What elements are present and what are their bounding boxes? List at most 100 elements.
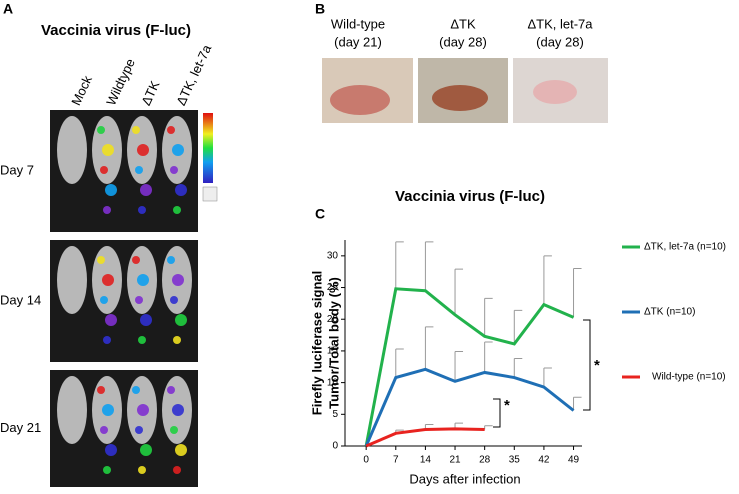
series-line xyxy=(364,367,575,447)
signal xyxy=(167,256,175,264)
signal xyxy=(172,274,184,286)
signal xyxy=(172,404,184,416)
legend-label: Wild-type (n=10) xyxy=(652,372,726,383)
column-label: ΔTK xyxy=(138,78,162,108)
column-label: Mock xyxy=(68,73,95,108)
signal xyxy=(140,184,152,196)
photo-detail xyxy=(330,85,390,115)
signal xyxy=(170,296,178,304)
panel-label: C xyxy=(315,206,325,222)
x-tick-label: 14 xyxy=(420,455,432,466)
legend-label: ΔTK, let-7a (n=10) xyxy=(644,242,726,253)
chart-title: Vaccinia virus (F-luc) xyxy=(395,188,545,205)
error-bar xyxy=(424,326,434,370)
annotation: * xyxy=(504,397,510,414)
signal xyxy=(170,166,178,174)
error-bar xyxy=(424,241,434,291)
significance-bracket xyxy=(493,398,501,428)
signal xyxy=(105,314,117,326)
error-bar xyxy=(454,351,464,382)
signal xyxy=(170,426,178,434)
row-label: Day 21 xyxy=(0,420,41,435)
photo-caption: (day 21) xyxy=(334,34,382,49)
error-bar xyxy=(513,358,523,378)
error-bar xyxy=(543,255,552,305)
error-bar xyxy=(543,367,552,388)
y-tick-label: 30 xyxy=(327,250,339,261)
photo-detail xyxy=(533,80,577,104)
x-tick-label: 28 xyxy=(479,455,491,466)
column-label: Wildtype xyxy=(103,56,138,108)
y-tick-label: 0 xyxy=(332,441,338,452)
x-tick-label: 42 xyxy=(538,455,550,466)
error-bar xyxy=(484,341,493,373)
signal xyxy=(132,126,140,134)
signal xyxy=(137,274,149,286)
photo-caption: (day 28) xyxy=(536,34,584,49)
signal xyxy=(173,336,181,344)
error-bar xyxy=(484,425,493,430)
photo-caption: ΔTK, let-7a xyxy=(527,16,593,31)
legend-label: ΔTK (n=10) xyxy=(644,307,695,318)
signal xyxy=(172,144,184,156)
signal xyxy=(175,314,187,326)
error-bar xyxy=(484,297,493,337)
signal xyxy=(105,444,117,456)
series-line xyxy=(365,427,485,448)
signal xyxy=(103,336,111,344)
signal xyxy=(105,184,117,196)
signal xyxy=(97,386,105,394)
error-bar xyxy=(573,396,582,411)
signal xyxy=(138,206,146,214)
error-bar xyxy=(454,268,464,315)
signal xyxy=(132,386,140,394)
signal xyxy=(135,166,143,174)
signal xyxy=(137,404,149,416)
y-axis-label: Firefly luciferase signal xyxy=(309,271,324,416)
imaging-photos xyxy=(50,110,198,487)
error-bar xyxy=(573,268,582,318)
scale-legend xyxy=(202,186,218,202)
signal xyxy=(102,274,114,286)
error-bar xyxy=(395,348,404,378)
signal xyxy=(102,404,114,416)
signal xyxy=(97,256,105,264)
y-tick-label: 5 xyxy=(332,409,338,420)
row-label: Day 14 xyxy=(0,292,41,307)
signal xyxy=(100,166,108,174)
x-tick-label: 7 xyxy=(393,455,399,466)
signal xyxy=(103,206,111,214)
signal xyxy=(97,126,105,134)
y-axis-label: Tumor/Total body (%) xyxy=(326,277,341,409)
signal xyxy=(132,256,140,264)
x-tick-label: 0 xyxy=(363,455,369,466)
annotation: * xyxy=(594,357,600,374)
signal xyxy=(175,444,187,456)
column-label: ΔTK, let-7a xyxy=(173,42,214,108)
x-tick-label: 35 xyxy=(509,455,521,466)
signal xyxy=(175,184,187,196)
significance-bracket xyxy=(583,319,591,411)
signal xyxy=(167,386,175,394)
signal xyxy=(103,466,111,474)
panel-label: A xyxy=(3,1,13,17)
x-axis-label: Days after infection xyxy=(409,471,520,486)
mouse xyxy=(57,116,87,184)
mouse-photos xyxy=(322,58,608,123)
y-tick-label: 10 xyxy=(327,377,339,388)
panel-label: B xyxy=(315,1,325,17)
mouse xyxy=(57,246,87,314)
photo-caption: Wild-type xyxy=(331,16,385,31)
photo-detail xyxy=(432,85,488,111)
line-chart: Vaccinia virus (F-luc) Firefly luciferase… xyxy=(309,188,726,486)
signal xyxy=(138,466,146,474)
y-tick-label: 20 xyxy=(327,314,339,325)
signal xyxy=(100,296,108,304)
error-bar xyxy=(395,241,404,289)
y-tick-label: 25 xyxy=(327,282,339,293)
signal xyxy=(140,444,152,456)
signal xyxy=(173,206,181,214)
error-bar xyxy=(513,309,523,344)
signal xyxy=(138,336,146,344)
signal xyxy=(135,426,143,434)
